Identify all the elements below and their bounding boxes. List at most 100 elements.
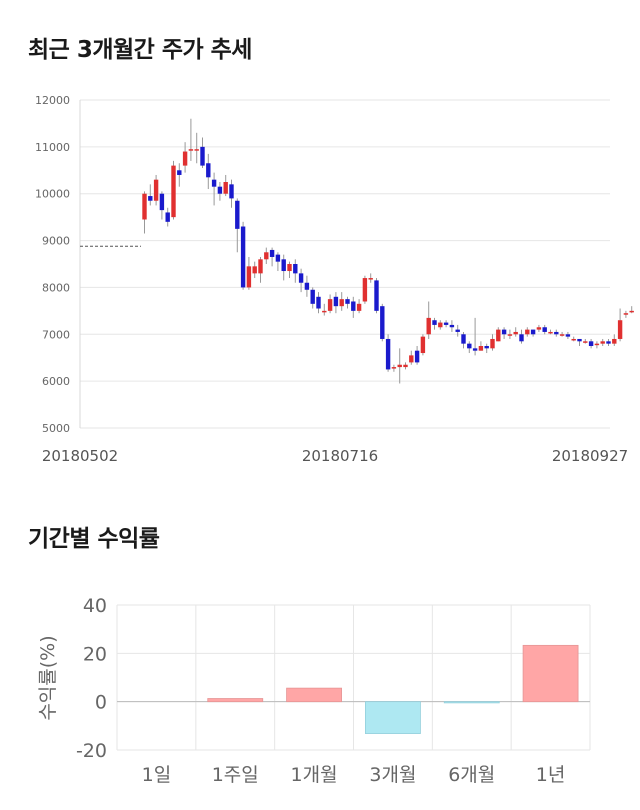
return-x-tick-label: 1일 xyxy=(142,764,172,786)
period-return-title: 기간별 수익률 xyxy=(28,526,160,552)
return-x-tick-label: 1개월 xyxy=(291,764,338,786)
candle-body xyxy=(426,317,431,335)
candle-body xyxy=(559,334,565,336)
candle-body xyxy=(264,252,269,260)
candle-body xyxy=(530,329,536,335)
candle-body xyxy=(612,338,617,344)
price-y-tick-label: 10000 xyxy=(35,188,70,201)
return-bar xyxy=(522,644,579,703)
candle-body xyxy=(588,341,594,346)
candle-body xyxy=(269,249,275,257)
return-bar xyxy=(286,687,342,703)
return-x-tick-label: 1년 xyxy=(536,764,566,786)
candle-body xyxy=(414,350,420,363)
candle-body xyxy=(507,334,513,336)
candle-body xyxy=(519,334,524,342)
candle-body xyxy=(171,165,176,218)
candle-body xyxy=(153,179,159,201)
candle-body xyxy=(623,313,629,315)
candle-body xyxy=(600,341,605,344)
candle-body xyxy=(455,329,460,332)
price-trend-title: 최근 3개월간 주가 추세 xyxy=(28,37,252,63)
candle-body xyxy=(200,146,205,166)
return-y-axis-label: 수익률(%) xyxy=(37,635,59,720)
price-x-tick-label: 20180927 xyxy=(552,447,628,465)
candle-body xyxy=(148,196,153,201)
candle-body xyxy=(565,334,571,337)
candle-body xyxy=(403,364,408,368)
candle-body xyxy=(490,338,495,349)
candle-body xyxy=(345,299,350,304)
candle-body xyxy=(275,254,281,262)
return-bar xyxy=(207,698,264,703)
candle-body xyxy=(542,327,547,332)
candle-body xyxy=(223,182,228,194)
candle-body xyxy=(478,346,484,351)
candle-body xyxy=(461,334,466,344)
price-y-tick-label: 12000 xyxy=(35,94,70,107)
candle-body xyxy=(594,343,600,346)
candle-body xyxy=(583,341,588,343)
candle-body xyxy=(525,329,530,335)
candle-body xyxy=(409,355,414,363)
candle-body xyxy=(397,364,402,368)
candle-body xyxy=(548,331,553,334)
candle-body xyxy=(554,331,559,335)
candle-body xyxy=(246,266,252,288)
return-bar xyxy=(365,701,421,734)
candle-body xyxy=(217,186,223,194)
price-candlestick-chart: 12000 11000 10000 9000 8000 7000 6000 5000 20180… xyxy=(35,94,634,465)
candle-body xyxy=(606,341,611,344)
candle-body xyxy=(356,303,362,311)
candle-body xyxy=(258,259,263,274)
candle-body xyxy=(484,346,489,349)
price-y-tick-label: 5000 xyxy=(42,422,70,435)
candle-body xyxy=(513,331,518,335)
candle-body xyxy=(374,280,379,311)
candle-body xyxy=(287,264,292,272)
candle-body xyxy=(467,343,472,349)
candle-body xyxy=(496,329,501,342)
candle-body xyxy=(333,296,339,307)
candle-body xyxy=(472,348,478,351)
candle-body xyxy=(188,149,194,151)
price-y-tick-label: 11000 xyxy=(35,141,70,154)
candle-body xyxy=(577,338,582,342)
return-x-tick-label: 3개월 xyxy=(369,764,416,786)
candle-body xyxy=(443,322,449,325)
candle-body xyxy=(351,301,356,311)
return-y-tick-label: 40 xyxy=(83,595,107,617)
candle-body xyxy=(432,320,437,325)
candle-body xyxy=(339,299,344,307)
candle-body xyxy=(385,338,391,370)
candle-body xyxy=(165,212,170,222)
return-y-tick-label: 0 xyxy=(95,692,107,714)
candle-body xyxy=(629,310,634,313)
candle-body xyxy=(177,170,182,175)
candle-body xyxy=(316,296,321,309)
candle-body xyxy=(536,327,542,330)
price-y-tick-label: 8000 xyxy=(42,281,70,294)
return-y-tick-label: -20 xyxy=(76,740,107,762)
candle-body xyxy=(159,193,165,211)
candle-body xyxy=(298,273,304,283)
candle-body xyxy=(235,200,240,229)
return-x-tick-label: 6개월 xyxy=(448,764,495,786)
price-x-tick-label: 20180502 xyxy=(42,447,118,465)
candle-body xyxy=(571,338,576,341)
candle-body xyxy=(142,193,147,220)
candle-body xyxy=(327,299,333,311)
candle-body xyxy=(182,151,188,166)
candle-body xyxy=(240,226,246,288)
price-x-tick-label: 20180716 xyxy=(302,447,378,465)
return-bar xyxy=(443,701,500,704)
candle-body xyxy=(420,336,426,354)
candle-body xyxy=(211,179,217,187)
candle-body xyxy=(206,163,211,178)
candle-body xyxy=(501,329,507,335)
candle-body xyxy=(449,324,455,328)
candle-body xyxy=(229,184,234,199)
price-y-tick-label: 7000 xyxy=(42,328,70,341)
candle-body xyxy=(368,278,373,280)
